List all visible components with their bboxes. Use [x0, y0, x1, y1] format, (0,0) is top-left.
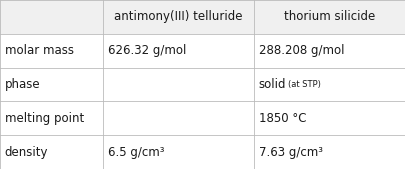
- Bar: [254, 68, 405, 101]
- Text: 288.208 g/mol: 288.208 g/mol: [259, 44, 344, 57]
- Bar: [0, 101, 103, 135]
- Text: melting point: melting point: [5, 112, 84, 125]
- Text: thorium silicide: thorium silicide: [284, 10, 375, 23]
- Bar: [103, 0, 254, 34]
- Text: density: density: [5, 146, 48, 159]
- Bar: [0, 0, 103, 34]
- Bar: [103, 34, 254, 68]
- Bar: [254, 101, 405, 135]
- Bar: [254, 34, 405, 68]
- Text: molar mass: molar mass: [5, 44, 74, 57]
- Text: solid: solid: [259, 78, 286, 91]
- Bar: [0, 34, 103, 68]
- Text: 1850 °C: 1850 °C: [259, 112, 306, 125]
- Bar: [103, 135, 254, 169]
- Bar: [103, 68, 254, 101]
- Text: (at STP): (at STP): [288, 80, 321, 89]
- Bar: [254, 135, 405, 169]
- Text: antimony(III) telluride: antimony(III) telluride: [114, 10, 243, 23]
- Text: 6.5 g/cm³: 6.5 g/cm³: [108, 146, 165, 159]
- Bar: [103, 101, 254, 135]
- Bar: [254, 0, 405, 34]
- Bar: [0, 68, 103, 101]
- Bar: [0, 135, 103, 169]
- Text: 626.32 g/mol: 626.32 g/mol: [108, 44, 187, 57]
- Text: 7.63 g/cm³: 7.63 g/cm³: [259, 146, 323, 159]
- Text: phase: phase: [5, 78, 40, 91]
